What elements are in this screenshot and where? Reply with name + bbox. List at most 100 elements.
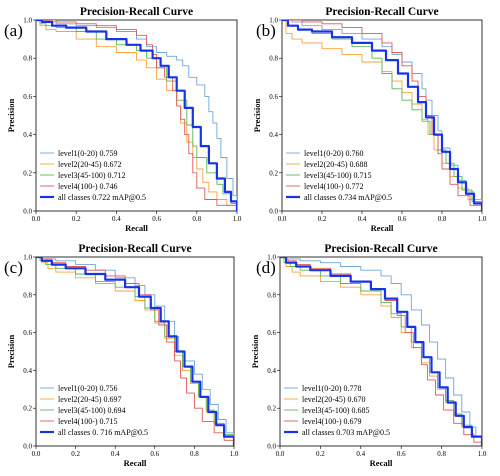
y-tick-label: 0.2: [23, 169, 32, 177]
x-tick-label: 0.0: [278, 215, 287, 223]
legend-entry: level1(0-20) 0.759: [58, 149, 118, 158]
x-tick-label: 0.4: [356, 450, 365, 458]
x-tick-label: 0.4: [358, 215, 367, 223]
series-line-1: [36, 20, 237, 211]
x-tick-label: 0.6: [150, 450, 159, 458]
legend-entry: level2(20-45) 0.697: [58, 395, 122, 404]
x-axis-label: Recall: [371, 223, 394, 233]
series-lines: [282, 20, 482, 211]
legend-entry: all classes 0. 716 mAP@0.5: [58, 428, 148, 437]
y-axis-label: Precision: [250, 335, 260, 369]
series-line-5: [36, 257, 234, 446]
legend-entry: level2(20-45) 0.672: [58, 160, 122, 169]
y-tick-label: 0.2: [269, 169, 278, 177]
series-line-2: [36, 257, 234, 446]
plot-frame: [279, 256, 483, 447]
legend-entry: all classes 0.734 mAP@0.5: [304, 193, 392, 202]
y-tick-label: 1.0: [267, 254, 276, 262]
y-tick-label: 0.8: [267, 291, 276, 299]
y-axis-label: Precision: [252, 99, 262, 133]
x-tick-label: 0.6: [152, 215, 161, 223]
chart-title: Precision-Recall Curve: [324, 243, 437, 255]
series-line-4: [282, 20, 482, 211]
y-tick-label: 0.8: [23, 55, 32, 63]
panel-label: (a): [4, 21, 23, 40]
legend-entry: level4(100-) 0.772: [304, 182, 364, 191]
series-line-1: [280, 257, 482, 446]
x-tick-label: 0.8: [192, 215, 201, 223]
y-tick-label: 0.2: [23, 405, 32, 413]
y-axis-label: Precision: [6, 99, 16, 133]
legend: level1(0-20) 0.759 level2(20-45) 0.672 lev…: [40, 149, 146, 202]
legend-entry: level3(45-100) 0.685: [302, 406, 370, 415]
legend-entry: level4(100-) 0.679: [302, 417, 362, 426]
panel-a: (a) Precision-Recall Curve 0.00.0 0.2 0.2 0.4…: [4, 6, 242, 233]
x-tick-label: 1.0: [478, 215, 487, 223]
y-tick-label: 0.6: [23, 329, 32, 337]
y-tick-label: 0.8: [23, 291, 32, 299]
y-tick-label: 0.4: [23, 367, 32, 375]
y-tick-label: 0.0: [23, 208, 32, 216]
chart-title: Precision-Recall Curve: [80, 6, 193, 18]
series-line-3: [36, 20, 237, 211]
x-tick-label: 0.8: [438, 215, 447, 223]
panel-b: (b) Precision-Recall Curve 0.00.0 0.2 0.2 0.4…: [252, 6, 487, 233]
legend-entry: level1(0-20) 0.778: [302, 384, 362, 393]
y-tick-label: 1.0: [23, 254, 32, 262]
y-tick-label: 0.0: [269, 208, 278, 216]
y-tick-label: 0.4: [23, 131, 32, 139]
series-line-5: [280, 257, 482, 446]
y-tick-label: 1.0: [23, 17, 32, 25]
chart-title: Precision-Recall Curve: [78, 243, 191, 255]
y-tick-label: 0.2: [267, 405, 276, 413]
y-tick-label: 0.0: [23, 443, 32, 451]
x-tick-label: 1.0: [233, 215, 242, 223]
x-tick-label: 0.0: [276, 450, 285, 458]
x-tick-label: 1.0: [230, 450, 239, 458]
panel-label: (c): [4, 258, 23, 277]
y-tick-label: 0.6: [23, 93, 32, 101]
x-axis-label: Recall: [125, 223, 148, 233]
y-axis-label: Precision: [6, 335, 16, 369]
x-tick-label: 0.6: [397, 450, 406, 458]
y-tick-label: 0.6: [269, 93, 278, 101]
chart-title: Precision-Recall Curve: [325, 6, 438, 18]
plot-frame: [35, 19, 238, 212]
legend-entry: level3(45-100) 0.715: [304, 171, 372, 180]
legend-entry: level3(45-100) 0.712: [58, 171, 126, 180]
x-tick-label: 0.6: [398, 215, 407, 223]
plot-frame: [281, 19, 483, 212]
y-tick-label: 0.0: [267, 443, 276, 451]
series-line-3: [36, 257, 234, 446]
x-tick-label: 0.4: [112, 215, 121, 223]
legend-entry: all classes 0.722 mAP@0.5: [58, 193, 146, 202]
series-line-3: [282, 20, 482, 211]
series-lines: [36, 257, 234, 446]
x-tick-label: 1.0: [478, 450, 487, 458]
x-tick-label: 0.0: [32, 215, 41, 223]
x-tick-label: 0.0: [32, 450, 41, 458]
legend: level1(0-20) 0.778 level2(20-45) 0.670 lev…: [284, 384, 390, 437]
legend-entry: level1(0-20) 0.756: [58, 384, 118, 393]
x-tick-label: 0.2: [318, 215, 327, 223]
legend-entry: level4(100-) 0.715: [58, 417, 118, 426]
series-line-2: [36, 20, 237, 211]
x-tick-label: 0.2: [71, 450, 80, 458]
series-lines: [36, 20, 237, 211]
y-tick-label: 0.6: [267, 329, 276, 337]
series-lines: [280, 257, 482, 446]
series-line-5: [282, 20, 482, 211]
panel-c: (c) Precision-Recall Curve 0.00.0 0.2 0.2 0.4…: [4, 243, 239, 468]
x-axis-label: Recall: [370, 458, 393, 468]
y-tick-label: 1.0: [269, 17, 278, 25]
y-tick-label: 0.4: [269, 131, 278, 139]
x-tick-label: 0.8: [437, 450, 446, 458]
panel-label: (d): [256, 258, 276, 277]
series-line-5: [36, 20, 237, 211]
x-axis-label: Recall: [124, 458, 147, 468]
legend: level1(0-20) 0.760 level2(20-45) 0.688 lev…: [286, 149, 392, 202]
legend-entry: level1(0-20) 0.760: [304, 149, 364, 158]
legend-entry: level3(45-100) 0.694: [58, 406, 126, 415]
x-tick-label: 0.4: [111, 450, 120, 458]
